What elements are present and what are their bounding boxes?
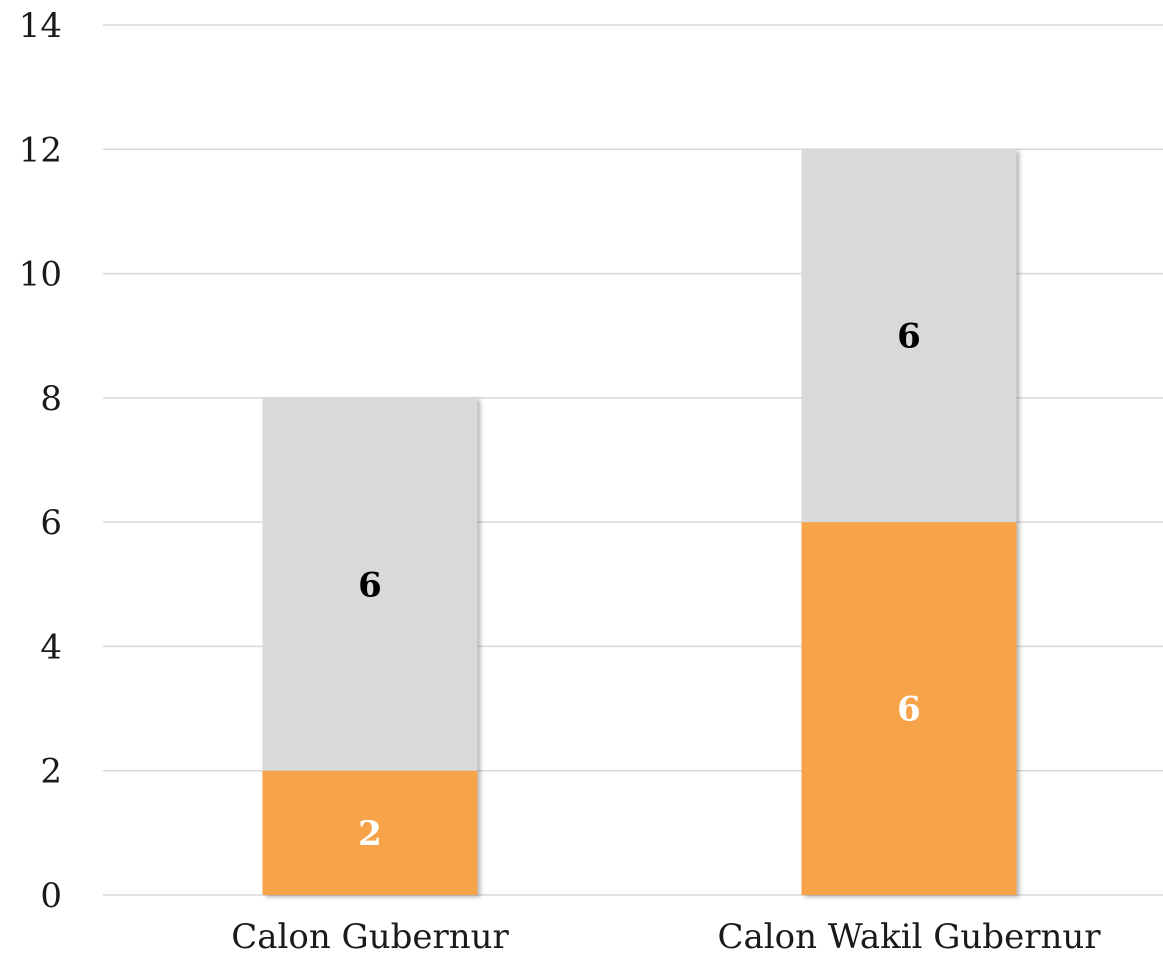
x-category-label: Calon Wakil Gubernur	[718, 917, 1102, 957]
y-tick-label: 8	[40, 379, 62, 419]
bar-segment	[262, 770, 478, 895]
bar-segment	[801, 522, 1017, 895]
y-tick-label: 4	[40, 627, 62, 667]
bar-value-label: 6	[358, 565, 382, 605]
y-tick-label: 14	[19, 6, 62, 46]
x-category-label: Calon Gubernur	[231, 917, 509, 957]
x-axis-category-labels: Calon Gubernur Calon Wakil Gubernur	[231, 917, 1101, 957]
bar-stack	[262, 397, 478, 895]
bar-value-label: 6	[897, 317, 921, 357]
bars	[262, 149, 1017, 895]
y-tick-label: 2	[40, 752, 62, 792]
y-axis-tick-labels: 0 2 4 6 8 10 12 14	[19, 6, 62, 916]
bar-value-label: 6	[897, 690, 921, 730]
y-tick-label: 6	[40, 503, 62, 543]
bar-value-label: 2	[358, 814, 382, 854]
data-labels: 2 6 6 6	[358, 317, 921, 854]
bar-segment	[262, 397, 478, 771]
y-tick-label: 12	[19, 130, 62, 170]
bar-segment	[801, 149, 1017, 523]
y-tick-label: 0	[40, 876, 62, 916]
y-tick-label: 10	[19, 255, 62, 295]
bar-stack	[801, 149, 1017, 895]
